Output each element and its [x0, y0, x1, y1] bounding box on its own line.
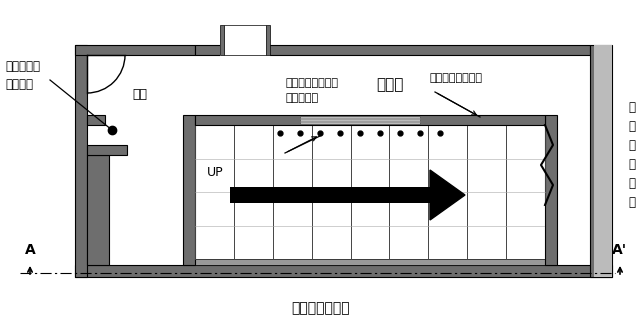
Bar	[220, 25, 224, 55]
Text: 煙感知器連動防火: 煙感知器連動防火	[285, 78, 338, 88]
Bar	[195, 259, 545, 265]
Bar	[87, 55, 195, 125]
Bar	[590, 45, 612, 277]
Bar	[224, 25, 266, 55]
Text: A': A'	[612, 243, 628, 257]
Bar	[87, 155, 109, 265]
Polygon shape	[430, 170, 465, 220]
Bar	[594, 45, 612, 277]
Bar	[545, 115, 557, 265]
Bar	[87, 115, 105, 125]
Text: シャッター: シャッター	[285, 93, 318, 103]
Bar	[183, 115, 195, 265]
Text: 廊下: 廊下	[132, 88, 148, 101]
Text: 店　舗: 店 舗	[376, 77, 404, 93]
Bar	[300, 116, 420, 124]
Bar	[87, 145, 127, 155]
Text: 耐
火
構
造
の
壁: 耐 火 構 造 の 壁	[629, 101, 636, 209]
Text: 地下１階平面図: 地下１階平面図	[291, 301, 351, 315]
Text: 常時閉鎖式
の防火戸: 常時閉鎖式 の防火戸	[5, 59, 40, 90]
Text: A: A	[24, 243, 35, 257]
Bar	[195, 125, 545, 265]
Text: はめ殺しの防火戸: はめ殺しの防火戸	[430, 73, 483, 83]
Text: UP: UP	[207, 165, 223, 178]
Bar	[220, 43, 270, 57]
Bar	[195, 45, 590, 55]
Bar	[87, 125, 195, 265]
Bar	[230, 187, 445, 203]
Bar	[75, 265, 612, 277]
Bar	[195, 55, 590, 115]
Bar	[75, 45, 87, 277]
Bar	[75, 45, 195, 55]
Bar	[195, 115, 545, 125]
Bar	[266, 25, 270, 55]
